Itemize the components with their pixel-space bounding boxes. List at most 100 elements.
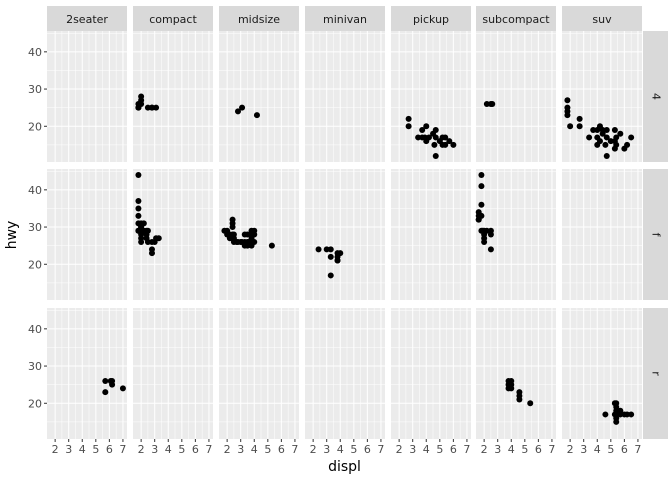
y-tick-label: 40: [28, 323, 42, 336]
data-point: [567, 123, 574, 130]
y-tick-label: 30: [28, 360, 42, 373]
x-tick-label: 7: [634, 443, 641, 456]
data-point: [419, 126, 426, 133]
data-point: [241, 231, 248, 238]
y-tick-label: 30: [28, 221, 42, 234]
panel-minivan-r: [305, 308, 385, 439]
data-point: [602, 141, 609, 148]
panel-background: [391, 308, 471, 439]
data-point: [576, 115, 583, 122]
x-tick-label: 3: [580, 443, 587, 456]
data-point: [148, 238, 155, 245]
y-tick-label: 30: [28, 83, 42, 96]
data-point: [478, 171, 485, 178]
data-point: [586, 134, 593, 141]
data-point: [135, 104, 142, 111]
panels: [47, 31, 642, 439]
data-point: [576, 123, 583, 130]
panel-background: [391, 31, 471, 162]
panel-background: [305, 31, 385, 162]
data-point: [102, 377, 109, 384]
data-point: [405, 115, 412, 122]
strip-label: compact: [149, 13, 197, 26]
data-point: [144, 104, 151, 111]
data-point: [327, 253, 334, 260]
y-tick-label: 40: [28, 46, 42, 59]
data-point: [613, 134, 620, 141]
panel-compact-f: [133, 169, 213, 300]
data-point: [450, 141, 457, 148]
panel-background: [47, 31, 127, 162]
data-point: [564, 97, 571, 104]
data-point: [594, 141, 601, 148]
strip-label: suv: [592, 13, 612, 26]
data-point: [516, 396, 523, 403]
panel-background: [476, 308, 556, 439]
strip-minivan: [305, 6, 385, 31]
x-tick-label: 2: [138, 443, 145, 456]
panel-background: [305, 308, 385, 439]
data-point: [446, 138, 453, 145]
x-tick-label: 6: [450, 443, 457, 456]
data-point: [234, 108, 241, 115]
data-point: [135, 198, 142, 205]
data-point: [102, 389, 109, 396]
x-tick-label: 3: [323, 443, 330, 456]
strip-midsize: [219, 6, 299, 31]
x-tick-label: 6: [192, 443, 199, 456]
panel-background: [219, 31, 299, 162]
panel-background: [47, 308, 127, 439]
strip-label: pickup: [413, 13, 449, 26]
panel-background: [562, 169, 642, 300]
x-tick-label: 5: [350, 443, 357, 456]
x-tick-label: 7: [377, 443, 384, 456]
x-tick-label: 7: [119, 443, 126, 456]
panel-2seater-4: [47, 31, 127, 162]
panel-pickup-4: [391, 31, 471, 162]
data-point: [135, 171, 142, 178]
strip-2seater: [47, 6, 127, 31]
x-tick-label: 5: [178, 443, 185, 456]
strip-subcompact: [476, 6, 556, 31]
x-tick-label: 4: [337, 443, 344, 456]
panel-background: [476, 31, 556, 162]
data-point: [327, 272, 334, 279]
x-tick-label: 7: [205, 443, 212, 456]
x-tick-label: 2: [310, 443, 317, 456]
y-tick-label: 40: [28, 184, 42, 197]
panel-compact-4: [133, 31, 213, 162]
data-point: [478, 183, 485, 190]
strip-label: minivan: [323, 13, 367, 26]
x-tick-label: 7: [463, 443, 470, 456]
data-point: [229, 216, 236, 223]
strip-compact: [133, 6, 213, 31]
data-point: [251, 227, 258, 234]
data-point: [430, 130, 437, 137]
strip-suv: [562, 6, 642, 31]
data-point: [508, 385, 515, 392]
panel-subcompact-4: [476, 31, 556, 162]
data-point: [611, 411, 618, 418]
data-point: [423, 123, 430, 130]
data-point: [144, 227, 151, 234]
x-tick-label: 6: [364, 443, 371, 456]
x-tick-label: 3: [151, 443, 158, 456]
x-tick-label: 4: [79, 443, 86, 456]
data-point: [425, 134, 432, 141]
y-axis-title: hwy: [4, 221, 20, 250]
panel-pickup-r: [391, 308, 471, 439]
panel-suv-4: [562, 31, 642, 162]
panel-background: [219, 308, 299, 439]
y-tick-label: 20: [28, 397, 42, 410]
panel-midsize-4: [219, 31, 299, 162]
x-tick-label: 7: [291, 443, 298, 456]
x-tick-label: 5: [521, 443, 528, 456]
panel-pickup-f: [391, 169, 471, 300]
data-point: [478, 212, 485, 219]
data-point: [148, 250, 155, 257]
data-point: [617, 407, 624, 414]
x-tick-label: 6: [535, 443, 542, 456]
panel-midsize-r: [219, 308, 299, 439]
data-point: [334, 257, 341, 264]
